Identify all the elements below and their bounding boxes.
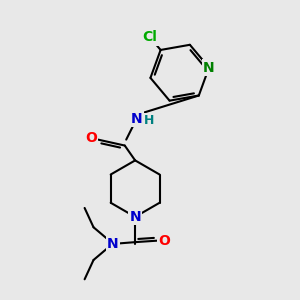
Text: N: N bbox=[129, 210, 141, 224]
Text: Cl: Cl bbox=[143, 30, 158, 44]
Text: N: N bbox=[131, 112, 142, 126]
Text: H: H bbox=[144, 114, 154, 127]
Text: O: O bbox=[85, 131, 98, 145]
Text: N: N bbox=[203, 61, 215, 75]
Text: O: O bbox=[158, 234, 170, 248]
Text: N: N bbox=[107, 237, 119, 250]
